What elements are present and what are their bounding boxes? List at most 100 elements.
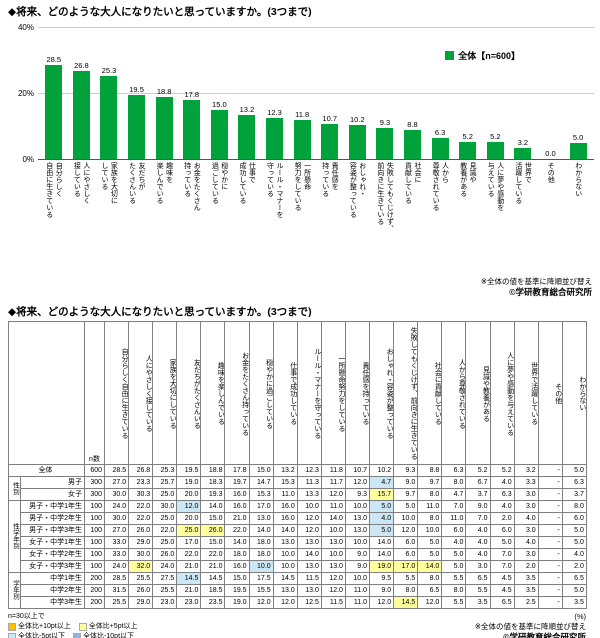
bar-value-label: 8.8: [407, 120, 418, 129]
highlight-legend: n=30以上で 全体比+10pt以上 全体比+5pt以上 全体比-5pt以下: [8, 612, 146, 638]
value-cell: 26.0: [152, 547, 178, 561]
table-head: n数 自分らしく自由に生きている 人にやさしく接している 家族を大切にしている 友だちが…: [8, 320, 587, 465]
table-row: 男子・中学2年生 100 30.0 22.0 25.0 20.0 15.0 21.0 13.0 1…: [9, 511, 587, 525]
bar-slot: 0.0 その他: [537, 27, 565, 272]
value-cell: 5.0: [393, 499, 419, 513]
value-cell: 11.3: [296, 475, 322, 489]
value-cell: 9.0: [344, 559, 371, 573]
table-row: 学年別 中学1年生 200 28.5 25.5 27.5 14.5 14.5 15.0 17.5 1…: [8, 571, 587, 609]
table-row: 中学2年生 200 31.5 26.0 25.5 21.0 18.5 19.5 15.5 13.0…: [9, 583, 587, 597]
bar-value-label: 13.2: [239, 105, 255, 115]
y-tick-0: 0%: [22, 155, 34, 164]
value-cell: 5.5: [465, 583, 491, 597]
value-cell: 15.0: [200, 511, 226, 525]
value-cell: 6.5: [489, 595, 515, 609]
row-label: 女子・中学1年生: [20, 535, 85, 549]
value-cell: 5.0: [441, 559, 467, 573]
sort-note: ※全体の値を基準に降順並び替え: [480, 277, 592, 286]
bar-slot: 28.5 自分らしく 自由に生きている: [40, 27, 68, 272]
value-cell: 12.0: [417, 595, 443, 609]
value-cell: 21.0: [176, 559, 202, 573]
value-cell: 5.0: [369, 523, 395, 537]
bar: [100, 75, 118, 159]
value-cell: 10.7: [344, 463, 371, 477]
value-cell: 9.0: [369, 583, 395, 597]
value-cell: 12.3: [296, 463, 322, 477]
value-cell: 14.0: [369, 547, 395, 561]
value-cell: 12.0: [320, 583, 346, 597]
row-n: 200: [84, 583, 105, 597]
minus10-label: 全体比-10pt以下: [83, 632, 135, 638]
bar-wrap: 17.8: [183, 27, 201, 159]
value-cell: 18.0: [248, 535, 274, 549]
bar-slot: 8.8 社会に 貢献している: [399, 27, 427, 272]
bar-wrap: 10.2: [348, 27, 366, 159]
value-cell: 26.8: [128, 463, 154, 477]
value-cell: 25.5: [103, 595, 130, 609]
value-cell: 8.0: [417, 487, 443, 501]
value-cell: 13.0: [320, 559, 346, 573]
value-cell: 6.0: [441, 523, 467, 537]
value-cell: 13.0: [296, 535, 322, 549]
value-cell: 3.0: [513, 547, 539, 561]
bar-wrap: 19.5: [128, 27, 146, 159]
value-cell: 12.0: [369, 595, 395, 609]
bar-wrap: 5.2: [486, 27, 504, 159]
value-cell: 5.5: [441, 571, 467, 585]
value-cell: 11.0: [272, 487, 298, 501]
value-cell: 7.0: [489, 559, 515, 573]
value-cell: 2.0: [489, 511, 515, 525]
bar-value-label: 28.5: [46, 55, 62, 64]
bar-value-label: 15.0: [212, 99, 227, 109]
table-footer: n=30以上で 全体比+10pt以上 全体比+5pt以上 全体比-5pt以下: [8, 612, 586, 638]
value-cell: 9.0: [393, 475, 419, 489]
value-cell: 17.0: [176, 535, 202, 549]
value-cell: 2.0: [561, 559, 587, 573]
value-cell: 3.5: [465, 595, 491, 609]
column-header: 一所懸命努力をしている: [320, 320, 346, 465]
bar-category-label: 世界で 活躍している: [514, 162, 532, 204]
value-cell: 14.5: [176, 571, 202, 585]
value-cell: 24.0: [103, 499, 130, 513]
value-cell: 22.0: [128, 511, 154, 525]
row-label: 中学1年生: [20, 571, 85, 585]
value-cell: 22.0: [224, 523, 250, 537]
row-n: 600: [84, 463, 105, 477]
bar-wrap: 5.0: [569, 27, 587, 159]
bar-value-label: 17.8: [184, 90, 200, 100]
value-cell: 15.0: [224, 571, 250, 585]
bar-category-label: 責任感を 持っている: [321, 162, 339, 197]
results-table: n数 自分らしく自由に生きている 人にやさしく接している 家族を大切にしている 友だちが…: [8, 320, 587, 609]
bar-slot: 3.2 世界で 活躍している: [509, 27, 537, 272]
value-cell: 4.0: [489, 499, 515, 513]
row-n: 100: [84, 559, 105, 573]
bar-slot: 5.2 見識や 教養がある: [454, 27, 482, 272]
row-label: 男子: [20, 475, 85, 489]
value-cell: 4.0: [441, 535, 467, 549]
value-cell: 13.0: [296, 583, 322, 597]
group-label: 性学年別: [8, 499, 21, 573]
value-cell: 12.0: [272, 595, 298, 609]
value-cell: 3.5: [561, 595, 587, 609]
bar: [266, 118, 284, 159]
bar: [72, 70, 90, 159]
bar-category-label: わからない: [574, 162, 582, 197]
percent-mark: (%): [574, 611, 586, 621]
value-cell: 14.0: [248, 523, 274, 537]
bar-category-label: 自分らしく 自由に生きている: [45, 162, 63, 218]
value-cell: 5.0: [489, 535, 515, 549]
value-cell: 6.5: [465, 571, 491, 585]
bar: [321, 123, 339, 159]
column-header: わからない: [561, 320, 587, 465]
row-n: 100: [84, 523, 105, 537]
value-cell: 31.5: [103, 583, 130, 597]
row-n: 300: [84, 475, 105, 489]
value-cell: 13.0: [272, 535, 298, 549]
plus10-label: 全体比+10pt以上: [18, 622, 71, 630]
y-tick-40: 40%: [17, 23, 34, 32]
value-cell: 5.2: [465, 463, 491, 477]
bar-value-label: 26.8: [74, 60, 89, 70]
value-cell: 5.0: [561, 463, 587, 477]
bar: [155, 97, 173, 159]
column-header: その他: [537, 320, 563, 465]
